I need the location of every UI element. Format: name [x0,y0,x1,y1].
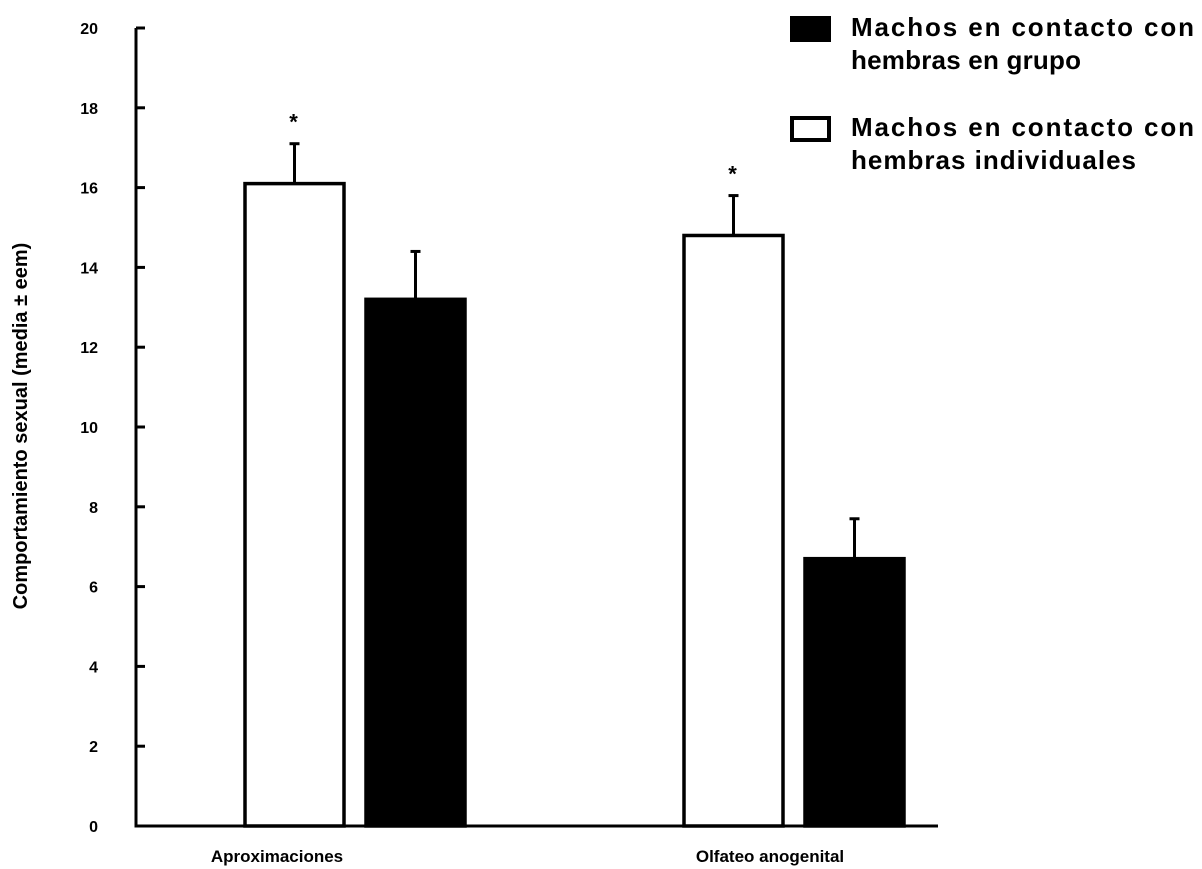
bar-group-0-1 [364,249,467,828]
y-tick-label-6: 6 [89,580,98,597]
bar [364,297,467,828]
y-tick-label-14: 14 [80,260,98,277]
bar-group-0-0: * [243,110,346,828]
significance-marker: * [289,110,298,135]
bar [803,556,906,828]
legend-swatch [790,16,831,42]
y-tick-label-10: 10 [80,420,98,437]
y-tick-label-2: 2 [89,739,98,756]
y-tick-label-4: 4 [89,659,98,676]
bar-group-1-1 [803,517,906,828]
legend-label-line: Machos en contacto con [851,12,1194,42]
y-tick-label-12: 12 [80,340,98,357]
y-axis-label: Comportamiento sexual (media ± eem) [10,243,32,610]
bar [243,181,346,828]
y-tick-label-0: 0 [89,819,98,836]
y-axis: 0 2 4 6 8 10 12 14 16 18 20 [80,21,145,836]
x-category-label-0: Aproximaciones [211,847,343,866]
bar [682,233,785,828]
legend-label-line: hembras individuales [851,145,1136,175]
y-tick-label-16: 16 [80,181,98,198]
y-tick-label-8: 8 [89,500,98,517]
x-category-label-1: Olfateo anogenital [696,847,844,866]
category-labels: Aproximaciones Olfateo anogenital [211,847,844,866]
y-tick-label-18: 18 [80,101,98,118]
bars: ** [243,110,906,828]
y-tick-label-20: 20 [80,21,98,38]
significance-marker: * [728,162,737,187]
bar-group-1-0: * [682,162,785,828]
legend-label-line: Machos en contacto con [851,112,1194,142]
legend-label-line: hembras en grupo [851,45,1081,75]
legend-swatch [790,116,831,142]
